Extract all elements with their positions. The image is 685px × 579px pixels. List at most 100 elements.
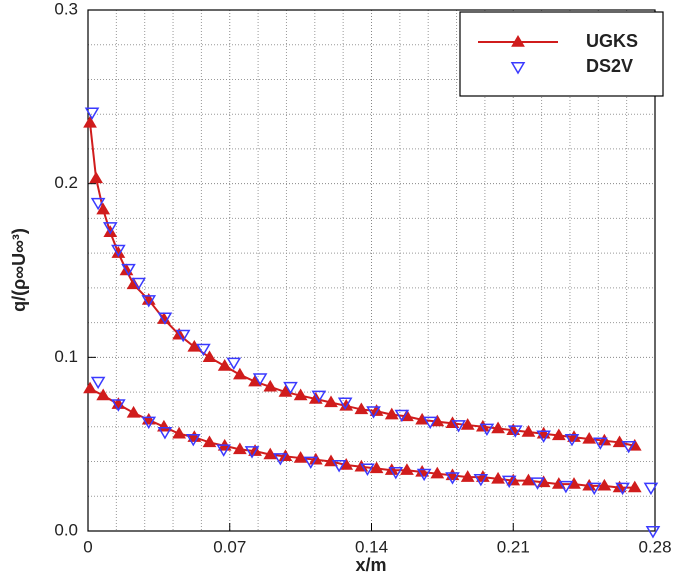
legend-marker (511, 35, 525, 47)
data-point (369, 461, 384, 474)
data-point (126, 405, 141, 418)
data-point (506, 423, 521, 435)
x-tick-label: 0.21 (497, 537, 530, 556)
data-point (96, 388, 111, 401)
data-point (460, 418, 475, 430)
data-point (473, 473, 489, 487)
data-point (157, 312, 173, 325)
data-point (216, 444, 231, 457)
data-point (293, 388, 308, 401)
data-point (491, 471, 505, 484)
data-point (621, 440, 636, 454)
data-point (202, 435, 217, 448)
data-point (303, 456, 319, 470)
data-point (226, 357, 242, 371)
data-point (263, 379, 278, 392)
data-point (273, 453, 288, 466)
data-point (586, 482, 602, 496)
data-point (248, 444, 262, 456)
legend-label: UGKS (586, 31, 638, 51)
data-point (530, 477, 545, 490)
x-axis-label: x/m (355, 555, 386, 575)
legend-box (459, 11, 664, 97)
x-tick-label: 0.14 (355, 537, 388, 556)
data-point (187, 339, 202, 352)
x-tick-label: 0.07 (213, 537, 246, 556)
data-point (83, 115, 97, 128)
data-point (597, 478, 612, 491)
data-point (394, 409, 410, 423)
data-point (293, 451, 308, 463)
data-point (582, 431, 597, 444)
data-point (244, 446, 260, 459)
data-point (388, 467, 404, 480)
data-point (369, 404, 384, 416)
data-point (217, 359, 232, 371)
data-point (263, 447, 278, 460)
data-point (501, 475, 517, 489)
data-point (311, 390, 327, 404)
plot-area (88, 10, 655, 531)
data-point (90, 376, 106, 390)
data-point (366, 406, 381, 419)
data-point (278, 385, 293, 397)
data-point (111, 246, 126, 258)
data-point (416, 468, 432, 482)
data-point (476, 419, 490, 432)
data-point (324, 395, 338, 408)
data-point (422, 416, 438, 430)
data-point (558, 480, 574, 494)
data-point (643, 482, 659, 496)
x-tick-label: 0 (83, 537, 92, 556)
data-point (593, 437, 608, 450)
data-point (233, 442, 247, 455)
data-point (141, 416, 157, 430)
data-point (597, 433, 612, 446)
y-tick-label: 0.1 (54, 347, 78, 366)
data-point (175, 329, 191, 343)
data-point (84, 107, 100, 120)
y-tick-label: 0.2 (54, 173, 78, 192)
data-point (400, 463, 414, 475)
y-axis-label: q/(ρ∞U∞³) (9, 228, 29, 312)
data-point (521, 473, 536, 486)
x-tick-label: 0.28 (638, 537, 671, 556)
data-point (360, 463, 375, 476)
data-point (89, 171, 103, 184)
data-point (283, 381, 298, 395)
data-point (196, 343, 211, 357)
series-line (89, 122, 635, 447)
data-point (331, 460, 347, 473)
data-point (233, 367, 247, 380)
data-point (615, 482, 630, 496)
data-point (551, 428, 566, 441)
data-point (337, 397, 353, 410)
data-point (172, 426, 186, 439)
data-point (612, 480, 627, 493)
data-point (96, 202, 111, 215)
data-point (354, 402, 369, 415)
data-point (157, 427, 173, 440)
y-tick-label: 0.0 (54, 520, 78, 539)
data-point (103, 225, 118, 237)
data-point (111, 244, 126, 258)
data-point (252, 373, 268, 386)
data-point (384, 407, 399, 420)
data-point (445, 472, 460, 485)
data-point (521, 425, 536, 437)
data-point (111, 399, 126, 412)
data-point (121, 263, 136, 277)
data-point (536, 430, 551, 443)
data-point (202, 350, 217, 363)
data-point (90, 197, 106, 211)
legend-marker (510, 62, 526, 75)
data-point (564, 434, 580, 447)
data-point (430, 466, 445, 479)
data-point (185, 434, 201, 447)
y-tick-label: 0.3 (54, 0, 78, 18)
data-point (507, 425, 523, 438)
data-point (384, 463, 399, 475)
data-point (131, 277, 146, 291)
data-point (102, 222, 118, 235)
